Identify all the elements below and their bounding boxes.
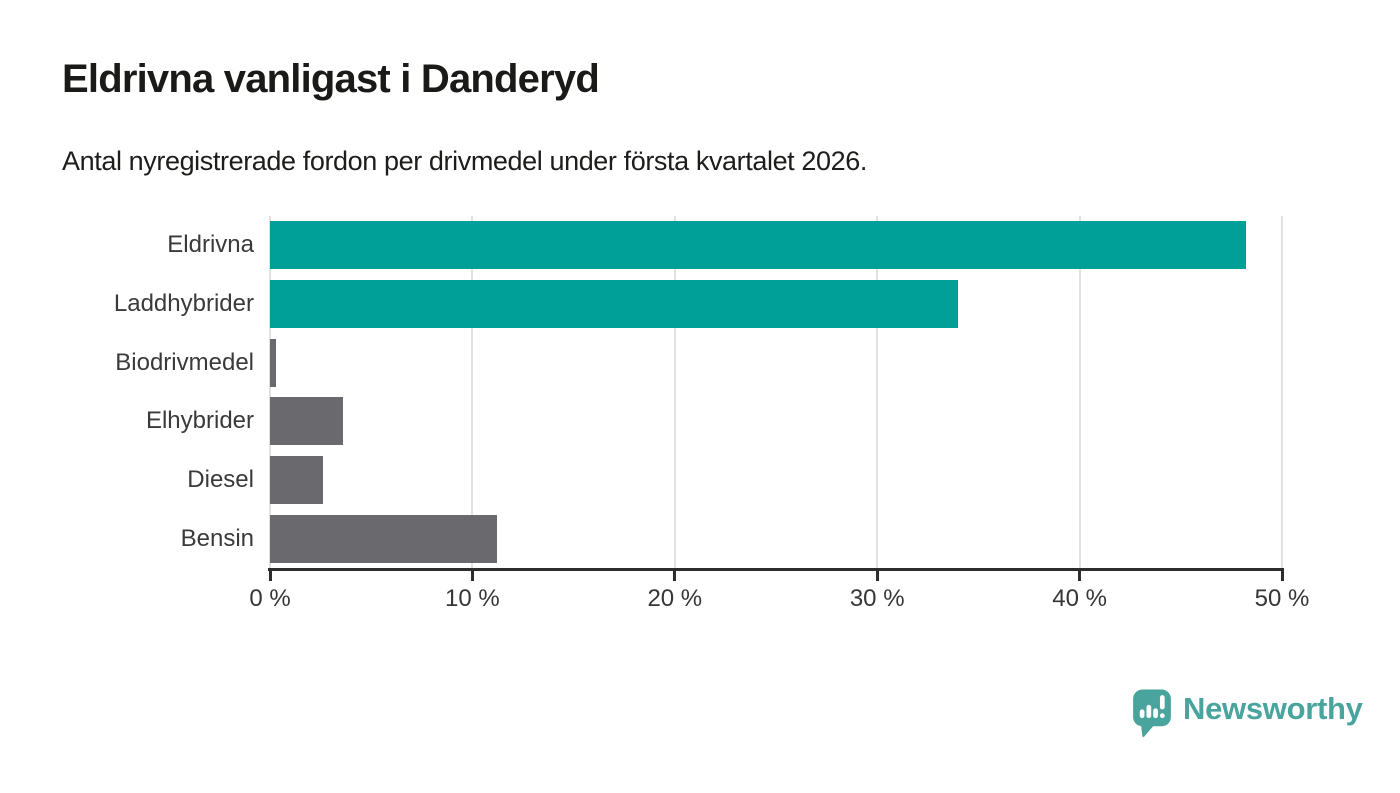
x-tick-label-10: 10 % bbox=[445, 585, 500, 612]
plot-area bbox=[269, 216, 1283, 568]
newsworthy-wordmark: Newsworthy bbox=[1183, 691, 1363, 726]
x-tick-label-30: 30 % bbox=[849, 585, 905, 612]
x-axis-tick-20 bbox=[673, 568, 677, 581]
x-axis-tick-50 bbox=[1280, 568, 1284, 581]
category-label-elhybrider: Elhybrider bbox=[145, 407, 254, 435]
chart-subtitle: Antal nyregistrerade fordon per drivmede… bbox=[62, 146, 867, 176]
gridline-40 bbox=[1078, 216, 1081, 568]
bar-biodrivmedel bbox=[270, 338, 277, 387]
x-axis-tick-0 bbox=[268, 568, 272, 581]
x-tick-label-0: 0 % bbox=[249, 585, 291, 612]
x-axis-line bbox=[268, 568, 1284, 571]
bar-eldrivna bbox=[270, 221, 1246, 270]
bar-elhybrider bbox=[270, 397, 343, 446]
newsworthy-bubble-chart-icon bbox=[1133, 689, 1171, 738]
chart-title: Eldrivna vanligast i Danderyd bbox=[62, 57, 600, 101]
category-label-biodrivmedel: Biodrivmedel bbox=[115, 348, 254, 376]
category-label-eldrivna: Eldrivna bbox=[167, 231, 254, 259]
bar-bensin bbox=[270, 514, 497, 563]
bar-diesel bbox=[270, 456, 323, 504]
x-axis-tick-10 bbox=[470, 568, 474, 581]
gridline-20 bbox=[673, 216, 676, 568]
x-tick-label-20: 20 % bbox=[647, 585, 703, 612]
gridline-50 bbox=[1281, 216, 1283, 568]
x-axis-tick-40 bbox=[1078, 568, 1082, 581]
bar-laddhybrider bbox=[270, 280, 959, 328]
category-label-diesel: Diesel bbox=[187, 466, 254, 493]
gridline-10 bbox=[471, 216, 474, 568]
category-label-bensin: Bensin bbox=[180, 524, 254, 552]
category-label-laddhybrider: Laddhybrider bbox=[113, 290, 254, 317]
x-tick-label-50: 50 % bbox=[1254, 585, 1310, 612]
gridline-30 bbox=[876, 216, 879, 568]
x-tick-label-40: 40 % bbox=[1052, 585, 1107, 612]
gridline-0 bbox=[269, 216, 271, 568]
newsworthy-logo: Newsworthy bbox=[1132, 689, 1363, 738]
x-axis-tick-30 bbox=[875, 568, 879, 581]
